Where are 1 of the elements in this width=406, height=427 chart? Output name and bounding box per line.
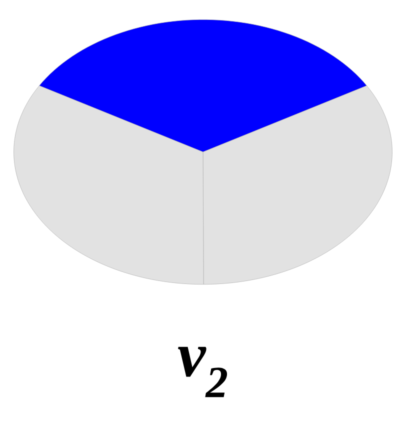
text: ν$_{2}$ — [178, 346, 228, 398]
